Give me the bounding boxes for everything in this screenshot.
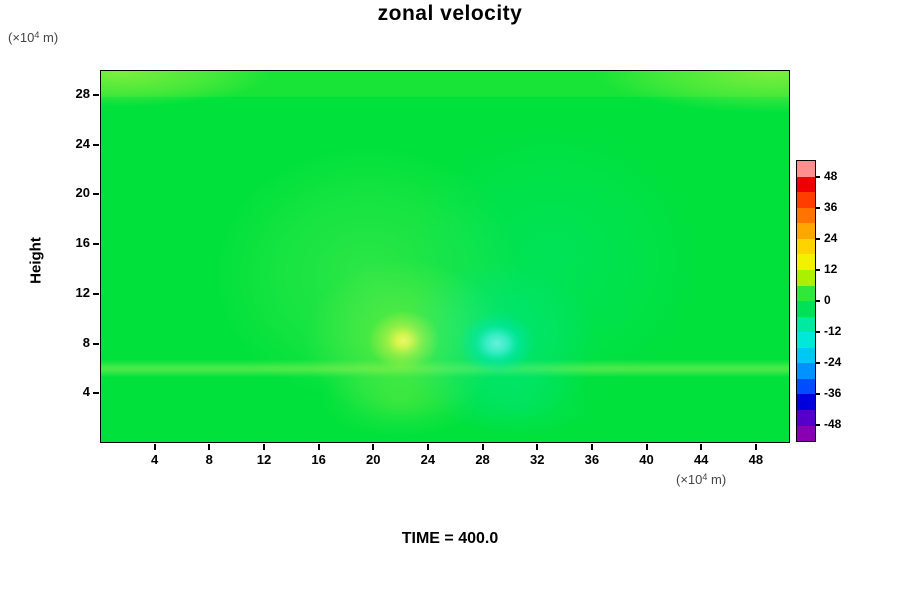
colorbar-segment <box>797 378 815 395</box>
y-axis-title: Height <box>27 237 45 284</box>
y-unit-suffix: m) <box>39 30 59 45</box>
y-unit-exponent: 4 <box>34 30 40 40</box>
colorbar-tick-mark <box>816 237 820 240</box>
x-tick-label: 36 <box>584 452 600 467</box>
y-tick-mark <box>93 143 99 146</box>
colorbar-segment <box>797 269 815 286</box>
y-tick-label: 28 <box>75 85 90 101</box>
x-tick-label: 16 <box>311 452 326 467</box>
time-label: TIME = 400.0 <box>401 530 499 547</box>
y-tick-label: 20 <box>75 185 90 201</box>
colorbar-segment <box>797 238 815 255</box>
y-tick-label: 8 <box>82 334 90 350</box>
x-tick-mark <box>590 444 593 450</box>
x-tick-mark <box>481 444 484 450</box>
colorbar-tick-mark <box>816 268 820 271</box>
colorbar-segment <box>797 363 815 379</box>
x-tick-mark <box>754 444 757 450</box>
x-tick-label: 44 <box>693 452 709 467</box>
chart-title: zonal velocity <box>377 2 523 25</box>
x-tick-label: 12 <box>256 452 272 467</box>
colorbar-tick-mark <box>816 206 820 209</box>
colorbar-tick-mark <box>816 300 820 302</box>
y-axis-unit-label: (×104 m) <box>8 30 58 45</box>
colorbar-tick-mark <box>816 424 820 427</box>
y-tick-label: 12 <box>75 284 90 300</box>
y-tick-label: 24 <box>75 135 90 151</box>
x-unit-exponent: 4 <box>702 472 708 482</box>
x-tick-mark <box>536 444 539 450</box>
colorbar-segment <box>797 347 815 364</box>
colorbar-tick-label: 0 <box>824 293 831 307</box>
x-tick-mark <box>153 444 156 450</box>
y-tick-mark <box>93 342 99 345</box>
colorbar-segment <box>797 207 815 224</box>
colorbar-segment <box>797 410 815 426</box>
colorbar-segment <box>797 254 815 270</box>
colorbar-segment <box>797 285 815 302</box>
plot-area <box>100 70 790 443</box>
colorbar-segment <box>797 316 815 333</box>
x-unit-prefix: (×10 <box>676 472 703 487</box>
y-tick-mark <box>93 243 99 246</box>
y-unit-prefix: (×10 <box>8 30 35 45</box>
negative-anomaly <box>397 259 597 428</box>
colorbar-tick-label: 36 <box>824 199 838 214</box>
colorbar-tick-label: -24 <box>824 355 842 370</box>
x-tick-label: 20 <box>366 452 381 467</box>
colorbar <box>796 160 816 442</box>
colorbar-tick-mark <box>816 362 820 365</box>
x-axis-unit-label: (×104 m) <box>676 472 726 487</box>
colorbar-segment <box>797 192 815 208</box>
x-tick-label: 48 <box>748 452 764 467</box>
colorbar-tick-label: 12 <box>824 261 838 276</box>
colorbar-segment <box>797 332 815 348</box>
x-tick-mark <box>426 444 429 450</box>
colorbar-segment <box>797 161 815 177</box>
colorbar-segment <box>797 301 815 317</box>
colorbar-segment <box>797 223 815 239</box>
x-tick-mark <box>372 444 375 450</box>
y-tick-mark <box>93 292 99 295</box>
x-tick-label: 32 <box>529 452 545 467</box>
x-tick-mark <box>208 444 211 450</box>
x-tick-mark <box>262 444 265 450</box>
x-unit-suffix: m) <box>707 472 727 487</box>
x-tick-mark <box>317 444 320 450</box>
y-tick-label: 16 <box>75 235 90 251</box>
colorbar-segment <box>797 394 815 410</box>
x-tick-mark <box>645 444 648 450</box>
colorbar-tick-label: 48 <box>824 168 838 183</box>
colorbar-segment <box>797 425 815 442</box>
x-tick-label: 28 <box>475 452 490 467</box>
colorbar-tick-mark <box>816 175 820 178</box>
colorbar-tick-label: -12 <box>824 324 842 339</box>
y-tick-mark <box>93 392 99 395</box>
colorbar-segment <box>797 176 815 193</box>
y-tick-mark <box>93 93 99 96</box>
x-tick-label: 4 <box>151 452 159 467</box>
y-tick-label: 4 <box>82 384 90 400</box>
contour-field-svg <box>101 71 789 442</box>
colorbar-tick-mark <box>816 393 820 396</box>
field-top-band <box>101 71 789 113</box>
x-tick-label: 40 <box>639 452 654 467</box>
x-tick-label: 8 <box>205 452 213 467</box>
colorbar-tick-mark <box>816 331 820 334</box>
x-tick-label: 24 <box>420 452 436 467</box>
colorbar-tick-label: -48 <box>824 417 842 432</box>
colorbar-tick-label: -36 <box>824 386 842 401</box>
y-tick-mark <box>93 193 99 196</box>
x-tick-mark <box>700 444 703 450</box>
colorbar-tick-label: 24 <box>824 230 838 245</box>
